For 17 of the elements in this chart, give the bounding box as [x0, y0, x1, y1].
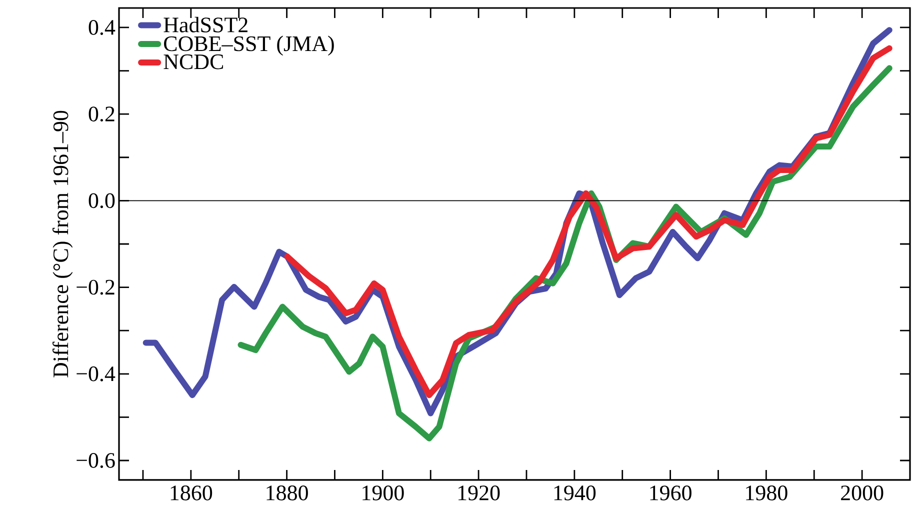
x-tick-label: 2000 — [841, 486, 884, 500]
y-tick-label: −0.2 — [76, 280, 114, 295]
x-tick-label: 1920 — [458, 486, 500, 500]
y-tick-label: −0.4 — [76, 366, 116, 382]
y-tick-label: 0.0 — [88, 193, 115, 208]
y-axis-title: Difference (°C) from 1961–90 — [52, 110, 73, 378]
x-tick-label: 1860 — [170, 486, 212, 500]
y-tick-label: 0.2 — [88, 106, 114, 122]
x-tick-label: 1880 — [266, 486, 308, 500]
y-tick-label: 0.4 — [88, 20, 116, 35]
y-tick-label: −0.6 — [76, 453, 115, 468]
x-tick-label: 1940 — [554, 486, 596, 500]
x-tick-label: 1980 — [746, 486, 788, 500]
x-tick-label: 1960 — [650, 486, 692, 500]
legend-label: NCDC — [164, 54, 223, 70]
x-tick-label: 1900 — [362, 486, 404, 500]
legend-label: HadSST2 — [164, 16, 248, 32]
